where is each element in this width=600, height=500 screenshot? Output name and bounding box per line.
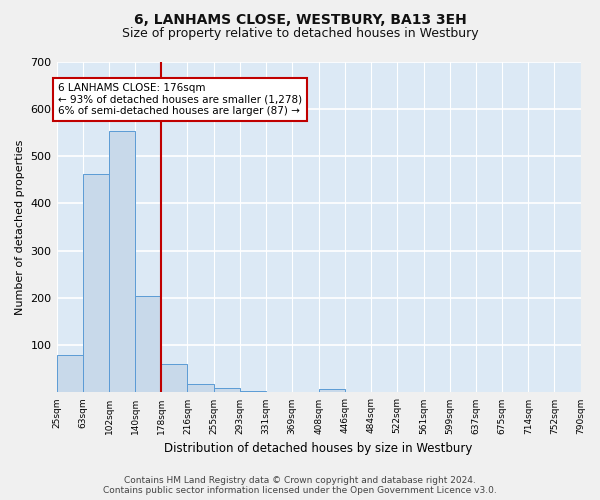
Bar — [319, 388, 345, 392]
Text: 6 LANHAMS CLOSE: 176sqm
← 93% of detached houses are smaller (1,278)
6% of semi-: 6 LANHAMS CLOSE: 176sqm ← 93% of detache… — [58, 83, 302, 116]
Text: Contains HM Land Registry data © Crown copyright and database right 2024.
Contai: Contains HM Land Registry data © Crown c… — [103, 476, 497, 495]
Bar — [187, 384, 214, 392]
Bar — [56, 354, 83, 393]
X-axis label: Distribution of detached houses by size in Westbury: Distribution of detached houses by size … — [164, 442, 473, 455]
Bar — [214, 388, 240, 392]
Text: Size of property relative to detached houses in Westbury: Size of property relative to detached ho… — [122, 28, 478, 40]
Bar — [136, 296, 161, 392]
Text: 6, LANHAMS CLOSE, WESTBURY, BA13 3EH: 6, LANHAMS CLOSE, WESTBURY, BA13 3EH — [134, 12, 466, 26]
Y-axis label: Number of detached properties: Number of detached properties — [15, 140, 25, 314]
Bar — [161, 364, 187, 392]
Bar — [83, 174, 109, 392]
Bar — [109, 130, 136, 392]
